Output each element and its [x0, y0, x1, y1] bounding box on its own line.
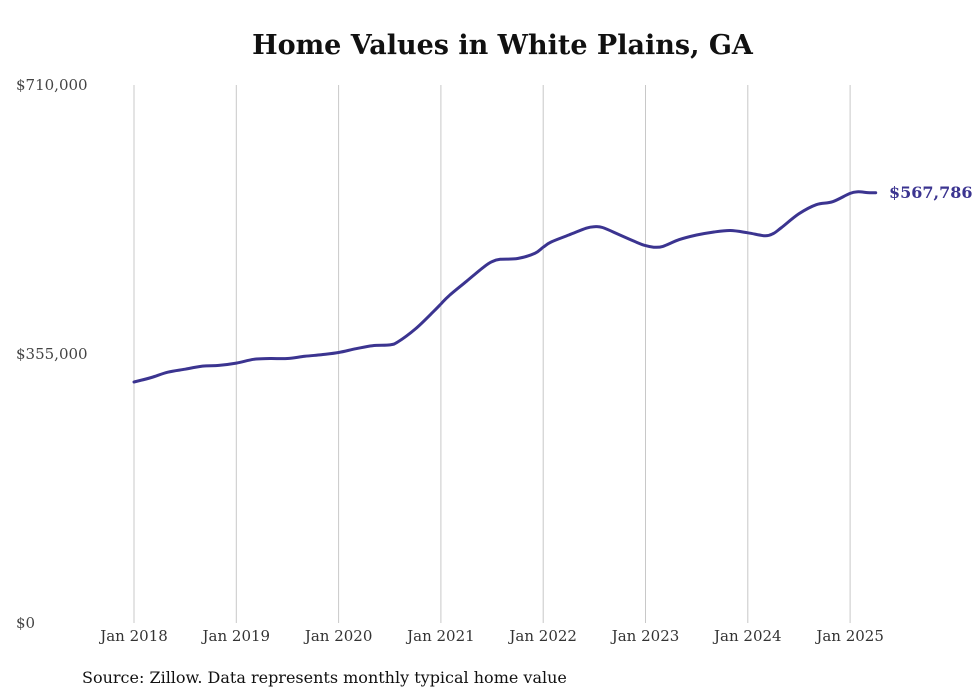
- x-tick-label: Jan 2018: [98, 627, 168, 645]
- y-tick-label: $355,000: [16, 345, 88, 363]
- x-tick-label: Jan 2023: [610, 627, 680, 645]
- x-tick-label: Jan 2024: [712, 627, 782, 645]
- source-note: Source: Zillow. Data represents monthly …: [82, 668, 567, 687]
- y-tick-label: $0: [16, 614, 35, 632]
- y-tick-label: $710,000: [16, 76, 88, 94]
- x-tick-label: Jan 2022: [507, 627, 577, 645]
- latest-value-label: $567,786: [889, 183, 973, 202]
- chart-title: Home Values in White Plains, GA: [252, 30, 753, 61]
- y-axis-ticks: $0 $355,000 $710,000: [16, 76, 88, 632]
- x-tick-label: Jan 2025: [814, 627, 884, 645]
- gridlines: [133, 85, 851, 623]
- x-tick-label: Jan 2019: [201, 627, 271, 645]
- x-tick-label: Jan 2021: [405, 627, 475, 645]
- x-axis-ticks: Jan 2018 Jan 2019 Jan 2020 Jan 2021 Jan 2022…: [98, 627, 884, 645]
- home-value-line: [132, 190, 878, 384]
- x-tick-label: Jan 2020: [303, 627, 373, 645]
